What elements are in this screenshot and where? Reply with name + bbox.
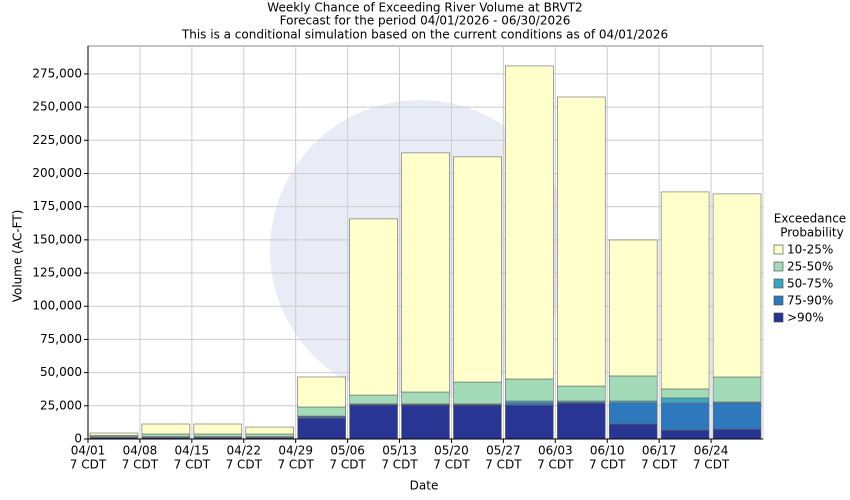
- x-tick-sublabel: 7 CDT: [589, 458, 626, 472]
- bar-segment: [349, 394, 398, 405]
- y-tick-label: 25,000: [40, 398, 82, 412]
- bar-segment: [608, 239, 658, 377]
- legend-label: 50-75%: [787, 277, 833, 291]
- x-tick-label: 05/06: [330, 444, 365, 458]
- bar-segment: [401, 391, 450, 405]
- legend-swatch: [773, 244, 784, 255]
- x-tick-label: 06/03: [538, 444, 573, 458]
- y-tick-label: 175,000: [32, 199, 82, 213]
- x-tick-sublabel: 7 CDT: [537, 458, 574, 472]
- legend-label: 25-50%: [787, 260, 833, 274]
- x-tick-label: 04/08: [123, 444, 158, 458]
- bar-segment: [193, 423, 243, 435]
- bar-segment: [297, 417, 346, 440]
- legend-swatch: [773, 278, 784, 289]
- bar-segment: [557, 385, 606, 402]
- y-tick-label: 275,000: [32, 66, 82, 80]
- bar-segment: [660, 402, 710, 431]
- bar-segment: [401, 404, 450, 440]
- bar-segment: [141, 423, 191, 435]
- bar-segment: [193, 433, 243, 437]
- x-tick-label: 04/22: [226, 444, 261, 458]
- x-tick-label: 05/27: [486, 444, 521, 458]
- bar-segment: [245, 426, 294, 435]
- legend-label: 75-90%: [787, 294, 833, 308]
- x-tick-label: 06/24: [694, 444, 729, 458]
- bar-segment: [660, 388, 710, 399]
- chart-note: This is a conditional simulation based o…: [181, 28, 668, 42]
- bar-segment: [712, 193, 762, 378]
- bar-segment: [297, 406, 346, 417]
- bar-segment: [453, 156, 502, 383]
- chart-title: Weekly Chance of Exceeding River Volume …: [267, 1, 582, 15]
- legend-swatch: [773, 261, 784, 272]
- x-tick-sublabel: 7 CDT: [485, 458, 522, 472]
- bar-segment: [141, 433, 191, 437]
- bar-segment: [660, 429, 710, 440]
- legend-swatch: [773, 312, 784, 323]
- y-tick-label: 75,000: [40, 332, 82, 346]
- bar-segment: [89, 432, 139, 436]
- bar-segment: [453, 404, 502, 440]
- bar-segment: [557, 96, 606, 387]
- bar-segment: [608, 402, 658, 425]
- x-tick-label: 05/13: [382, 444, 417, 458]
- bar-segment: [297, 376, 346, 408]
- bar-segment: [349, 218, 398, 396]
- chart-subtitle: Forecast for the period 04/01/2026 - 06/…: [280, 14, 571, 28]
- x-axis-label: Date: [410, 479, 439, 493]
- x-tick-sublabel: 7 CDT: [381, 458, 418, 472]
- legend-title: Exceedance: [774, 212, 846, 226]
- bar-segment: [712, 376, 762, 403]
- x-tick-label: 04/01: [71, 444, 106, 458]
- x-tick-label: 06/10: [590, 444, 625, 458]
- x-tick-label: 04/29: [278, 444, 313, 458]
- y-tick-label: 150,000: [32, 232, 82, 246]
- x-tick-sublabel: 7 CDT: [174, 458, 211, 472]
- bar-segment: [245, 433, 294, 437]
- x-tick-label: 05/20: [434, 444, 469, 458]
- y-tick-label: 225,000: [32, 133, 82, 147]
- y-tick-label: 50,000: [40, 365, 82, 379]
- legend-swatch: [773, 295, 784, 306]
- legend-label: >90%: [787, 311, 824, 325]
- x-tick-sublabel: 7 CDT: [226, 458, 263, 472]
- bar-segment: [557, 402, 606, 440]
- y-tick-label: 200,000: [32, 166, 82, 180]
- x-tick-sublabel: 7 CDT: [693, 458, 730, 472]
- legend-title: Probability: [780, 226, 843, 240]
- bar-segment: [608, 375, 658, 402]
- bar-segment: [712, 402, 762, 430]
- bar-segment: [349, 404, 398, 440]
- x-tick-sublabel: 7 CDT: [122, 458, 159, 472]
- x-tick-label: 06/17: [642, 444, 677, 458]
- bar-segment: [712, 428, 762, 440]
- x-tick-label: 04/15: [175, 444, 210, 458]
- bar-segment: [660, 397, 710, 404]
- bar-segment: [608, 423, 658, 440]
- bar-segment: [505, 378, 554, 402]
- bar-segment: [505, 65, 554, 380]
- x-tick-sublabel: 7 CDT: [70, 458, 107, 472]
- x-tick-sublabel: 7 CDT: [277, 458, 314, 472]
- x-tick-sublabel: 7 CDT: [329, 458, 366, 472]
- legend-label: 10-25%: [787, 243, 833, 257]
- x-tick-sublabel: 7 CDT: [641, 458, 678, 472]
- y-tick-label: 100,000: [32, 299, 82, 313]
- y-tick-label: 250,000: [32, 100, 82, 114]
- x-tick-sublabel: 7 CDT: [433, 458, 470, 472]
- y-tick-label: 125,000: [32, 266, 82, 280]
- bar-segment: [660, 191, 710, 390]
- y-tick-label: 0: [74, 432, 82, 446]
- bar-segment: [401, 152, 450, 393]
- bar-segment: [453, 381, 502, 405]
- bar-segment: [505, 404, 554, 440]
- y-axis-label: Volume (AC-FT): [11, 210, 25, 303]
